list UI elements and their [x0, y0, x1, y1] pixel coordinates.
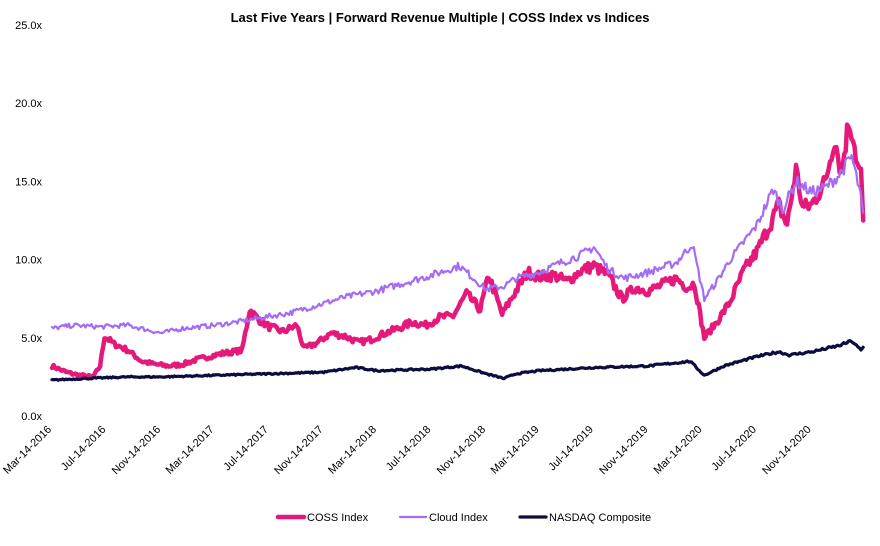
x-tick-label: Mar-14-2019	[489, 424, 542, 477]
x-tick-label: Jul-14-2017	[221, 424, 271, 474]
y-tick-label: 25.0x	[15, 20, 42, 32]
y-tick-label: 10.0x	[15, 255, 42, 267]
legend-label: NASDAQ Composite	[549, 512, 651, 524]
x-tick-label: Mar-14-2018	[326, 424, 379, 477]
y-tick-label: 5.0x	[21, 333, 42, 345]
x-tick-label: Nov-14-2019	[597, 424, 650, 477]
legend-label: Cloud Index	[429, 512, 488, 524]
x-tick-label: Mar-14-2020	[652, 424, 705, 477]
legend-item: Cloud Index	[398, 512, 488, 524]
chart-title: Last Five Years | Forward Revenue Multip…	[231, 10, 650, 25]
y-tick-label: 0.0x	[21, 411, 42, 423]
legend: COSS Index Cloud Index NASDAQ Composite	[275, 512, 651, 524]
x-tick-label: Jul-14-2018	[384, 424, 434, 474]
x-tick-label: Nov-14-2020	[760, 424, 813, 477]
legend-label: COSS Index	[307, 512, 369, 524]
x-tick-label: Jul-14-2019	[546, 424, 596, 474]
x-tick-label: Jul-14-2020	[709, 424, 759, 474]
x-tick-label: Nov-14-2017	[272, 424, 325, 477]
series-line-coss-index	[49, 122, 866, 380]
series-line-cloud-index	[50, 154, 865, 335]
y-axis: 0.0x 5.0x 10.0x 15.0x 20.0x 25.0x	[15, 20, 42, 423]
series-lines	[49, 122, 866, 382]
x-tick-label: Mar-14-2017	[164, 424, 217, 477]
x-tick-label: Nov-14-2016	[110, 424, 163, 477]
y-tick-label: 15.0x	[15, 176, 42, 188]
x-tick-label: Mar-14-2016	[1, 424, 54, 477]
legend-item: COSS Index	[275, 512, 369, 524]
x-tick-label: Nov-14-2018	[435, 424, 488, 477]
y-tick-label: 20.0x	[15, 98, 42, 110]
legend-item: NASDAQ Composite	[518, 512, 651, 524]
x-tick-label: Jul-14-2016	[59, 424, 109, 474]
x-axis: Mar-14-2016 Jul-14-2016 Nov-14-2016 Mar-14-…	[1, 424, 814, 477]
series-line-nasdaq-composite	[50, 339, 865, 382]
